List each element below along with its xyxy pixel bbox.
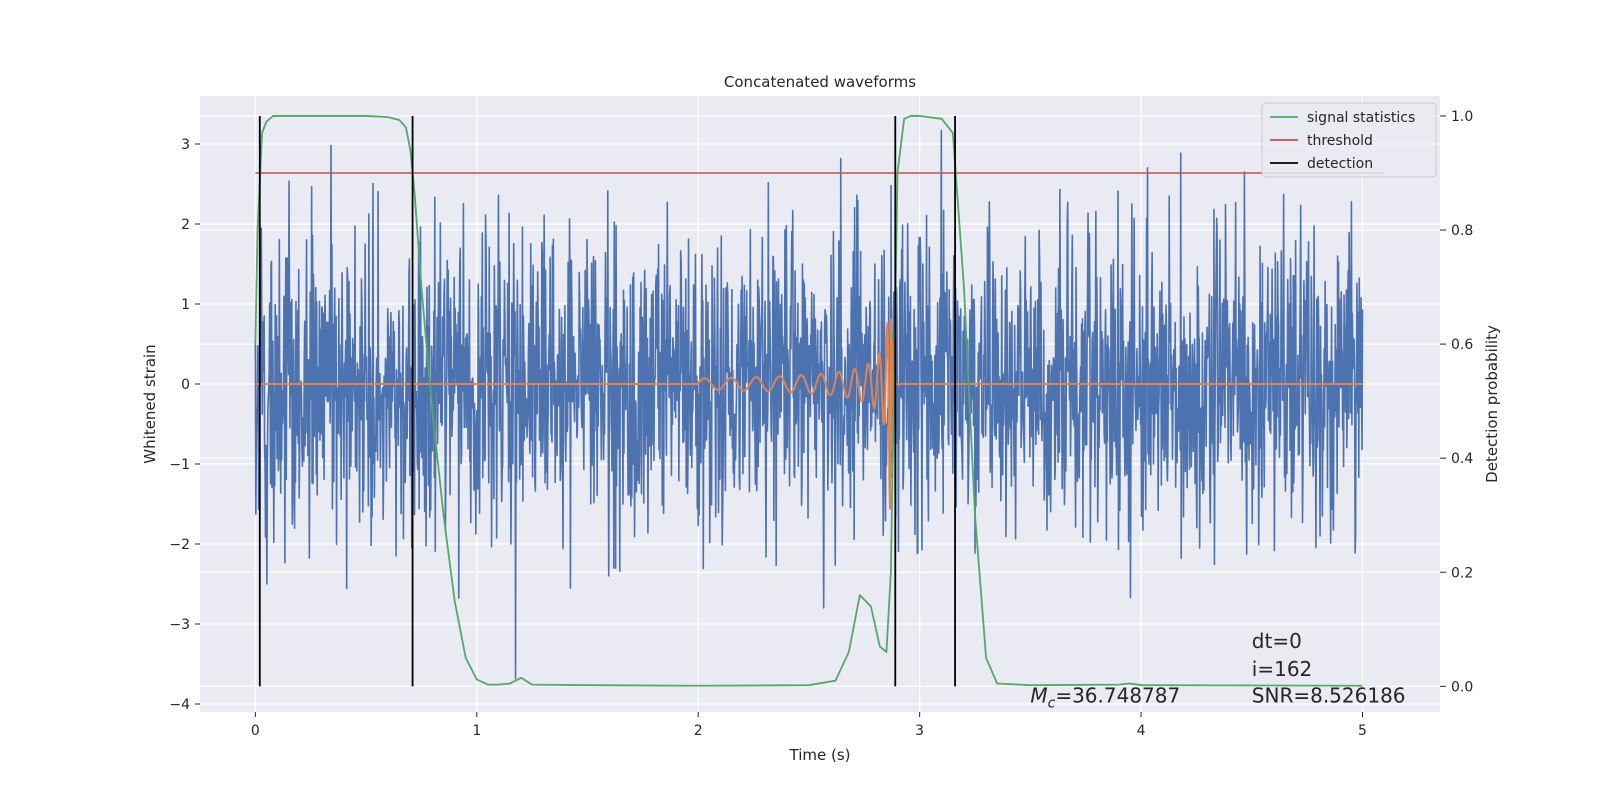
y-tick-label: −3 bbox=[169, 617, 190, 633]
x-tick-label: 2 bbox=[694, 723, 703, 739]
detection-series bbox=[258, 115, 956, 687]
y-tick-label: 0 bbox=[181, 377, 190, 393]
y2-tick-label: 0.2 bbox=[1451, 565, 1473, 581]
x-tick-label: 0 bbox=[251, 723, 260, 739]
y2-tick-label: 0.0 bbox=[1451, 679, 1473, 695]
legend-label: detection bbox=[1307, 156, 1373, 172]
y2-axis-label: Detection probability bbox=[1483, 325, 1501, 483]
chirp-series bbox=[254, 318, 1363, 510]
annotation-text: dt=0 bbox=[1252, 629, 1302, 653]
x-tick-label: 3 bbox=[915, 723, 924, 739]
y-tick-label: 3 bbox=[181, 137, 190, 153]
chart-title: Concatenated waveforms bbox=[724, 73, 916, 91]
x-tick-label: 5 bbox=[1358, 723, 1367, 739]
y2-tick-label: 0.6 bbox=[1451, 337, 1473, 353]
legend-label: signal statistics bbox=[1307, 110, 1415, 126]
chirp-line bbox=[254, 318, 1363, 510]
y2-tick-label: 0.4 bbox=[1451, 451, 1473, 467]
x-axis-label: Time (s) bbox=[789, 746, 851, 764]
y-tick-label: −1 bbox=[169, 457, 190, 473]
noise-line bbox=[254, 129, 1364, 680]
y-tick-label: −4 bbox=[169, 697, 190, 713]
signal-statistics-series bbox=[254, 115, 1363, 687]
legend-box bbox=[1261, 102, 1437, 178]
y2-tick-label: 1.0 bbox=[1451, 109, 1473, 125]
legend: signal statistics threshold detection bbox=[1261, 102, 1437, 178]
y-tick-label: 2 bbox=[181, 217, 190, 233]
y-axis-label: Whitened strain bbox=[141, 344, 159, 463]
y-tick-label: −2 bbox=[169, 537, 190, 553]
y-tick-label: 1 bbox=[181, 297, 190, 313]
annotation-text: i=162 bbox=[1252, 657, 1313, 681]
ticks: 0 1 2 3 4 5 −4 −3 −2 −1 0 1 2 3 0.0 0.2 0.4 0.6 0.8 1.0 bbox=[169, 109, 1473, 739]
annotation-text: SNR=8.526186 bbox=[1252, 683, 1406, 707]
y2-tick-label: 0.8 bbox=[1451, 223, 1473, 239]
noise-series bbox=[254, 129, 1364, 680]
legend-label: threshold bbox=[1307, 133, 1373, 149]
annotation-text: Mc=36.748787 bbox=[1030, 683, 1180, 711]
x-tick-label: 4 bbox=[1137, 723, 1146, 739]
signal-statistics-line bbox=[254, 115, 1363, 687]
x-tick-label: 1 bbox=[472, 723, 481, 739]
